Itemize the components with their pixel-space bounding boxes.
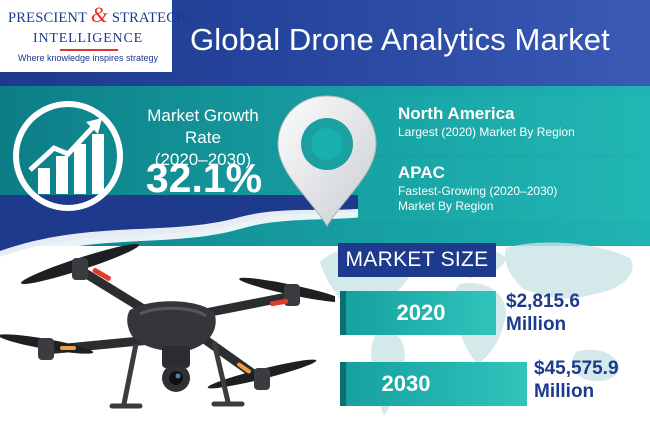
market-size-amount-2030: $45,575.9 Million [534, 357, 619, 403]
year-label: 2030 [381, 371, 431, 396]
drone-image [0, 244, 335, 409]
growth-rate-label-line2: (2020–2030) [154, 150, 252, 169]
region-name: APAC [398, 163, 445, 182]
market-size-row-2020: 2020 [340, 291, 496, 335]
amount-value: $2,815.6 [506, 291, 580, 312]
logo-brand-line1: PRESCIENT & STRATEGIC [8, 4, 192, 27]
page-title: Global Drone Analytics Market [190, 22, 610, 57]
amount-value: $45,575.9 [534, 358, 619, 379]
band-wave-shape [0, 195, 420, 265]
growth-rate-label: Market Growth Rate (2020–2030) [138, 105, 268, 171]
region-description: Fastest-Growing (2020–2030) [398, 184, 558, 198]
region-description-line2: Market By Region [398, 199, 494, 213]
growth-rate-value: 32.1% [145, 155, 263, 201]
region-apac: APAC Fastest-Growing (2020–2030) Market … [358, 158, 650, 220]
logo-ampersand: & [90, 2, 109, 27]
market-size-amount-2020: $2,815.6 Million [506, 290, 580, 336]
year-label: 2020 [396, 300, 446, 325]
region-description: Largest (2020) Market By Region [398, 125, 575, 139]
logo-tagline: Where knowledge inspires strategy [17, 53, 159, 63]
market-size-row-2030: 2030 [340, 362, 527, 406]
logo-divider [60, 49, 118, 51]
logo-brand-right: STRATEGIC [111, 10, 192, 26]
growth-chart-icon [13, 101, 123, 211]
logo: PRESCIENT & STRATEGIC INTELLIGENCE Where… [0, 0, 192, 72]
region-north-america: North America Largest (2020) Market By R… [358, 97, 650, 153]
region-name: North America [398, 104, 515, 123]
logo-brand-line2: INTELLIGENCE [33, 31, 143, 46]
market-size-heading: MARKET SIZE [338, 243, 496, 277]
amount-unit: Million [506, 314, 567, 335]
growth-rate-label-line1: Market Growth Rate [147, 106, 259, 147]
logo-brand-left: PRESCIENT [8, 10, 87, 26]
location-pin-icon [277, 95, 377, 227]
amount-unit: Million [534, 381, 595, 402]
